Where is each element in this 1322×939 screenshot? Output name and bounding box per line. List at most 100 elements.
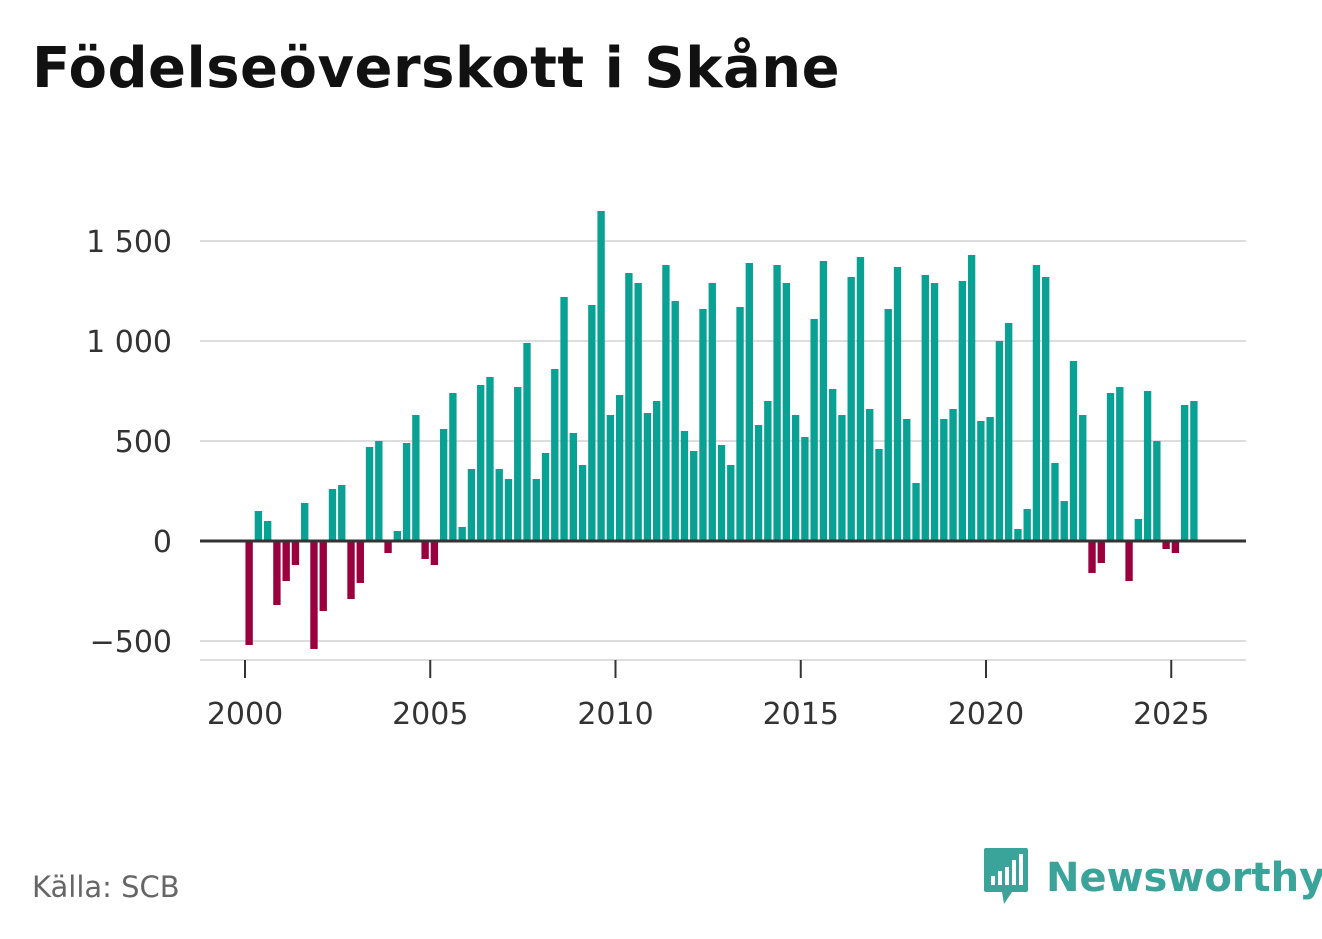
bar — [1051, 463, 1059, 541]
y-tick-label: 1 000 — [86, 325, 172, 360]
bar — [328, 489, 337, 541]
bar — [1079, 415, 1087, 541]
bar — [449, 393, 457, 541]
bar — [301, 503, 309, 541]
bar — [1023, 509, 1031, 541]
bar — [708, 283, 716, 541]
bar — [921, 275, 929, 541]
bar — [263, 521, 272, 541]
y-tick-label: 1 500 — [86, 225, 172, 260]
x-tick-label: 2015 — [763, 697, 839, 732]
bar — [319, 541, 327, 611]
bar — [690, 451, 698, 541]
gridlines — [200, 240, 1246, 642]
bars — [245, 211, 1198, 649]
bar — [1171, 541, 1180, 553]
bar — [615, 395, 624, 541]
bar — [773, 265, 781, 541]
bar — [458, 527, 466, 541]
bar — [930, 283, 939, 541]
bar — [1125, 541, 1133, 581]
bar — [245, 541, 253, 645]
bar — [995, 341, 1004, 541]
y-tick-label: 500 — [115, 425, 172, 460]
x-tick-label: 2025 — [1133, 697, 1209, 732]
bar — [1004, 323, 1013, 541]
bar — [875, 449, 883, 541]
bar — [430, 541, 439, 565]
bar — [699, 309, 707, 541]
bar — [717, 445, 726, 541]
bar — [532, 479, 540, 541]
bar — [606, 415, 615, 541]
bar — [1032, 265, 1041, 541]
bar — [1042, 277, 1050, 541]
bar — [569, 433, 577, 541]
bar — [439, 429, 448, 541]
bar — [467, 469, 476, 541]
bar — [1143, 391, 1152, 541]
bar — [551, 369, 559, 541]
bar — [847, 277, 855, 541]
bar — [412, 415, 420, 541]
bar — [495, 469, 503, 541]
bar — [1106, 393, 1115, 541]
bar — [949, 409, 957, 541]
x-tick-label: 2005 — [392, 697, 468, 732]
bar — [384, 541, 392, 553]
bar — [662, 265, 670, 541]
bar — [541, 453, 550, 541]
x-tick-label: 2010 — [577, 697, 653, 732]
bar — [810, 319, 818, 541]
x-axis-ticks: 2000 2005 2010 2015 2020 2025 — [207, 660, 1209, 732]
bar — [754, 425, 763, 541]
bar — [634, 283, 642, 541]
bar — [791, 415, 800, 541]
bar — [866, 409, 874, 541]
bar — [560, 297, 568, 541]
bar — [273, 541, 281, 605]
bar — [828, 389, 837, 541]
bar — [1014, 529, 1022, 541]
bar — [1134, 519, 1143, 541]
bar — [1097, 541, 1105, 563]
newsworthy-logo-icon — [984, 848, 1028, 904]
bar — [643, 413, 652, 541]
bar — [291, 541, 300, 565]
bar — [912, 483, 920, 541]
y-tick-label: −500 — [90, 625, 172, 660]
bar — [356, 541, 364, 583]
bar — [727, 465, 735, 541]
bar — [310, 541, 318, 649]
bar — [893, 267, 902, 541]
bar — [486, 377, 494, 541]
bar — [504, 479, 513, 541]
bar — [338, 485, 346, 541]
bar — [597, 211, 605, 541]
bar — [514, 387, 522, 541]
bar — [421, 541, 429, 559]
bar — [745, 263, 753, 541]
bar — [347, 541, 355, 599]
bar — [375, 441, 383, 541]
x-tick-label: 2000 — [207, 697, 283, 732]
bar — [1153, 441, 1161, 541]
bar — [365, 447, 374, 541]
bar — [801, 437, 809, 541]
bar — [282, 541, 290, 581]
y-tick-label: 0 — [153, 525, 172, 560]
bar — [967, 255, 976, 541]
bar — [588, 305, 596, 541]
brand-name: Newsworthy — [1046, 855, 1322, 901]
bar — [958, 281, 967, 541]
bar — [671, 301, 679, 541]
brand-logo[interactable]: Newsworthy — [982, 846, 1322, 910]
x-tick-label: 2020 — [948, 697, 1024, 732]
source-note: Källa: SCB — [32, 870, 180, 904]
bar — [393, 531, 402, 541]
bar — [254, 511, 263, 541]
bar — [625, 273, 633, 541]
bar — [523, 343, 531, 541]
bar — [653, 401, 661, 541]
